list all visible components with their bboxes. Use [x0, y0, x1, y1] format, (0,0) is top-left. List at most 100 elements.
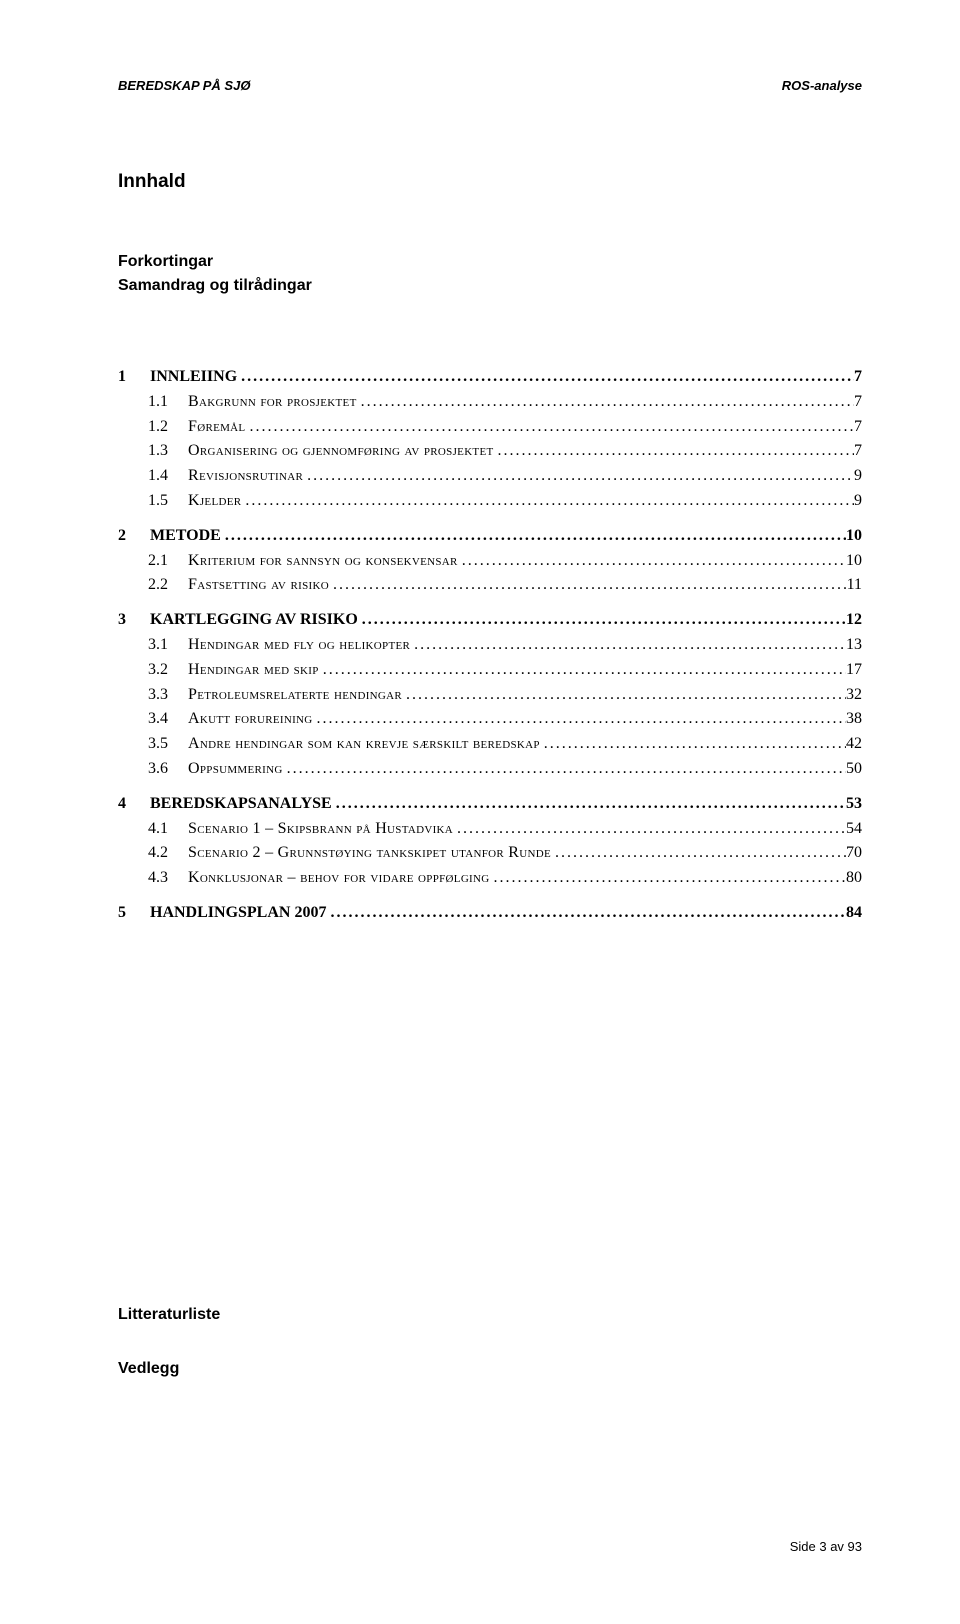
toc-label: Hendingar med fly og helikopter: [188, 633, 410, 658]
toc-leader-dots: ........................................…: [221, 524, 846, 549]
toc-entry-section: 2.2Fastsetting av risiko................…: [118, 573, 862, 598]
toc-page-number: 12: [846, 608, 862, 633]
toc-number: 1.2: [148, 415, 188, 440]
toc-page-number: 53: [846, 792, 862, 817]
toc-leader-dots: ........................................…: [410, 633, 846, 658]
toc-page-number: 38: [846, 707, 862, 732]
toc-entry-section: 3.3Petroleumsrelaterte hendingar........…: [118, 683, 862, 708]
toc-number: 5: [118, 901, 150, 926]
toc-entry-section: 1.3Organisering og gjennomføring av pros…: [118, 439, 862, 464]
toc-page-number: 7: [854, 365, 862, 390]
toc-label: Petroleumsrelaterte hendingar: [188, 683, 402, 708]
toc-number: 3.6: [148, 757, 188, 782]
toc-leader-dots: ........................................…: [494, 439, 855, 464]
toc-label: INNLEIING: [150, 365, 237, 390]
toc-page-number: 42: [846, 732, 862, 757]
toc-number: 4: [118, 792, 150, 817]
toc-label: Fastsetting av risiko: [188, 573, 329, 598]
toc-page-number: 7: [854, 390, 862, 415]
toc-label: Føremål: [188, 415, 245, 440]
toc-entry-chapter: 2METODE.................................…: [118, 524, 862, 549]
toc-number: 4.2: [148, 841, 188, 866]
pre-heading: Forkortingar: [118, 253, 862, 271]
toc-leader-dots: ........................................…: [357, 390, 854, 415]
bottom-headings: Litteraturliste Vedlegg: [118, 1306, 220, 1414]
post-heading: Litteraturliste: [118, 1306, 220, 1324]
pre-heading: Samandrag og tilrådingar: [118, 277, 862, 295]
toc-label: Konklusjonar – behov for vidare oppfølgi…: [188, 866, 490, 891]
toc-leader-dots: ........................................…: [540, 732, 846, 757]
toc-page-number: 80: [846, 866, 862, 891]
toc-number: 3.1: [148, 633, 188, 658]
document-title: Innhald: [118, 171, 862, 193]
toc-page-number: 54: [846, 817, 862, 842]
toc-leader-dots: ........................................…: [358, 608, 846, 633]
toc-page-number: 9: [854, 489, 862, 514]
toc-entry-section: 3.1Hendingar med fly og helikopter......…: [118, 633, 862, 658]
toc-number: 3: [118, 608, 150, 633]
toc-number: 1.5: [148, 489, 188, 514]
toc-number: 3.2: [148, 658, 188, 683]
page-header: BEREDSKAP PÅ SJØ ROS-analyse: [118, 78, 862, 93]
toc-leader-dots: ........................................…: [332, 792, 846, 817]
toc-entry-section: 3.6Oppsummering.........................…: [118, 757, 862, 782]
toc-number: 1.3: [148, 439, 188, 464]
header-left: BEREDSKAP PÅ SJØ: [118, 78, 250, 93]
toc-entry-chapter: 4BEREDSKAPSANALYSE......................…: [118, 792, 862, 817]
toc-page-number: 13: [846, 633, 862, 658]
toc-entry-section: 1.4Revisjonsrutinar.....................…: [118, 464, 862, 489]
toc-page-number: 32: [846, 683, 862, 708]
toc-label: Bakgrunn for prosjektet: [188, 390, 357, 415]
toc-label: Revisjonsrutinar: [188, 464, 303, 489]
toc-label: Organisering og gjennomføring av prosjek…: [188, 439, 494, 464]
toc-number: 1.4: [148, 464, 188, 489]
toc-number: 1.1: [148, 390, 188, 415]
toc-label: METODE: [150, 524, 221, 549]
toc-page-number: 10: [846, 524, 862, 549]
toc-leader-dots: ........................................…: [241, 489, 854, 514]
toc-number: 1: [118, 365, 150, 390]
toc-number: 4.1: [148, 817, 188, 842]
toc-entry-section: 4.2Scenario 2 – Grunnstøying tankskipet …: [118, 841, 862, 866]
table-of-contents: 1INNLEIING..............................…: [118, 365, 862, 926]
toc-entry-section: 1.2Føremål..............................…: [118, 415, 862, 440]
toc-label: HANDLINGSPLAN 2007: [150, 901, 326, 926]
toc-entry-section: 2.1Kriterium for sannsyn og konsekvensar…: [118, 549, 862, 574]
toc-label: Scenario 1 – Skipsbrann på Hustadvika: [188, 817, 453, 842]
toc-entry-chapter: 3KARTLEGGING AV RISIKO..................…: [118, 608, 862, 633]
toc-number: 2.2: [148, 573, 188, 598]
toc-page-number: 50: [846, 757, 862, 782]
toc-leader-dots: ........................................…: [458, 549, 846, 574]
header-right: ROS-analyse: [782, 78, 862, 93]
page: BEREDSKAP PÅ SJØ ROS-analyse Innhald For…: [0, 0, 960, 1624]
toc-page-number: 7: [854, 415, 862, 440]
toc-leader-dots: ........................................…: [237, 365, 854, 390]
toc-page-number: 17: [846, 658, 862, 683]
toc-leader-dots: ........................................…: [326, 901, 846, 926]
toc-number: 3.3: [148, 683, 188, 708]
toc-leader-dots: ........................................…: [329, 573, 847, 598]
toc-label: Oppsummering: [188, 757, 283, 782]
toc-label: Andre hendingar som kan krevje særskilt …: [188, 732, 540, 757]
toc-page-number: 70: [846, 841, 862, 866]
toc-entry-chapter: 1INNLEIING..............................…: [118, 365, 862, 390]
toc-number: 2.1: [148, 549, 188, 574]
toc-entry-section: 1.1Bakgrunn for prosjektet..............…: [118, 390, 862, 415]
toc-number: 4.3: [148, 866, 188, 891]
toc-leader-dots: ........................................…: [245, 415, 854, 440]
toc-label: Kriterium for sannsyn og konsekvensar: [188, 549, 458, 574]
toc-leader-dots: ........................................…: [453, 817, 846, 842]
toc-entry-section: 3.2Hendingar med skip...................…: [118, 658, 862, 683]
spacer: [118, 301, 862, 355]
post-heading: Vedlegg: [118, 1360, 220, 1378]
toc-leader-dots: ........................................…: [402, 683, 846, 708]
toc-label: Kjelder: [188, 489, 241, 514]
toc-page-number: 84: [846, 901, 862, 926]
toc-entry-section: 4.1Scenario 1 – Skipsbrann på Hustadvika…: [118, 817, 862, 842]
toc-entry-section: 3.4Akutt forureining....................…: [118, 707, 862, 732]
toc-label: Scenario 2 – Grunnstøying tankskipet uta…: [188, 841, 551, 866]
toc-entry-section: 3.5Andre hendingar som kan krevje særski…: [118, 732, 862, 757]
toc-label: Hendingar med skip: [188, 658, 319, 683]
toc-page-number: 10: [846, 549, 862, 574]
toc-entry-section: 1.5Kjelder..............................…: [118, 489, 862, 514]
